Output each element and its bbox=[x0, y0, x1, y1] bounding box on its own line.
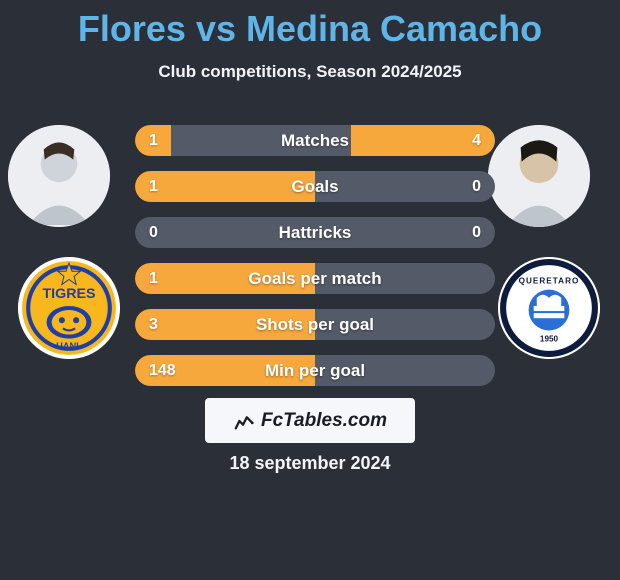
page-subtitle: Club competitions, Season 2024/2025 bbox=[0, 62, 620, 82]
player-left-avatar bbox=[8, 125, 110, 227]
watermark-badge: FcTables.com bbox=[205, 398, 415, 443]
club-right-logo: QUERETARO 1950 bbox=[498, 257, 600, 359]
stat-value-right: 0 bbox=[472, 217, 481, 248]
player-right-avatar bbox=[488, 125, 590, 227]
stat-bars-container: Matches14Goals10Hattricks00Goals per mat… bbox=[135, 125, 495, 386]
page-title: Flores vs Medina Camacho bbox=[0, 8, 620, 50]
stat-value-left: 148 bbox=[149, 355, 176, 386]
stat-value-left: 1 bbox=[149, 171, 158, 202]
svg-text:1950: 1950 bbox=[540, 335, 559, 344]
stat-bar-row: Hattricks0 0 bbox=[135, 217, 495, 248]
comparison-infographic: Flores vs Medina Camacho Club competitio… bbox=[0, 0, 620, 580]
stat-label: Goals per match bbox=[135, 263, 495, 294]
stat-value-right: 4 bbox=[472, 125, 481, 156]
stat-value-left: 1 bbox=[149, 263, 158, 294]
svg-text:UANL: UANL bbox=[56, 341, 82, 351]
stat-label: Matches bbox=[135, 125, 495, 156]
svg-text:TIGRES: TIGRES bbox=[42, 286, 95, 302]
stat-bar-row: Matches1 4 bbox=[135, 125, 495, 156]
title-player-right: Medina Camacho bbox=[246, 8, 542, 49]
title-vs: vs bbox=[196, 8, 236, 49]
stat-bar-row: Min per goal148 bbox=[135, 355, 495, 386]
stat-label: Hattricks bbox=[135, 217, 495, 248]
stat-bar-row: Goals1 0 bbox=[135, 171, 495, 202]
player-right-placeholder-icon bbox=[488, 125, 590, 227]
stat-label: Shots per goal bbox=[135, 309, 495, 340]
stat-label: Min per goal bbox=[135, 355, 495, 386]
title-player-left: Flores bbox=[78, 8, 186, 49]
stat-value-left: 0 bbox=[149, 217, 158, 248]
player-left-placeholder-icon bbox=[8, 125, 110, 227]
stat-value-left: 3 bbox=[149, 309, 158, 340]
tigres-logo-icon: TIGRES UANL bbox=[18, 257, 120, 359]
queretaro-logo-icon: QUERETARO 1950 bbox=[498, 257, 600, 359]
date-text: 18 september 2024 bbox=[0, 453, 620, 474]
stat-value-right: 0 bbox=[472, 171, 481, 202]
stat-value-left: 1 bbox=[149, 125, 158, 156]
fctables-logo-icon bbox=[233, 410, 255, 432]
svg-text:QUERETARO: QUERETARO bbox=[519, 277, 580, 286]
watermark-text: FcTables.com bbox=[261, 410, 387, 432]
club-left-logo: TIGRES UANL bbox=[18, 257, 120, 359]
stat-label: Goals bbox=[135, 171, 495, 202]
stat-bar-row: Goals per match1 bbox=[135, 263, 495, 294]
stat-bar-row: Shots per goal3 bbox=[135, 309, 495, 340]
